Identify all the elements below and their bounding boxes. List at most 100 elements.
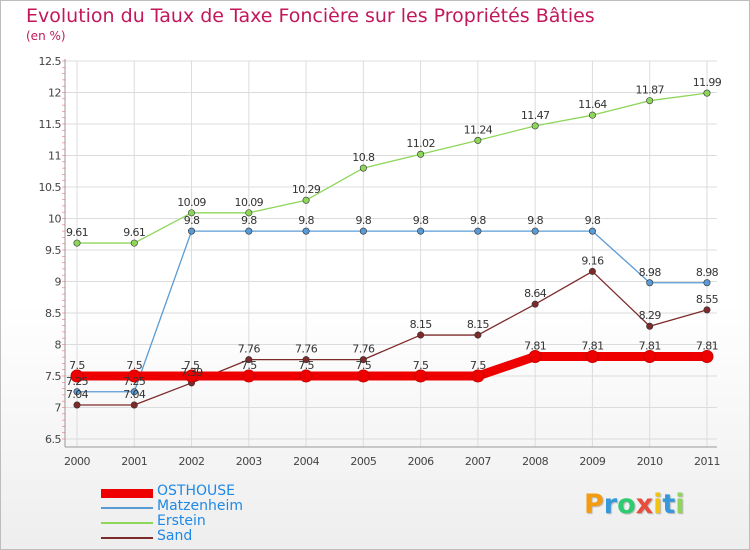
legend-item-erstein: Erstein [101,513,301,530]
logo-letter: i [653,489,663,520]
legend-label-sand: Sand [157,528,193,544]
data-label-erstein: 11.02 [406,137,435,150]
data-point-sand [302,356,310,364]
data-label-osthouse: 7.81 [524,339,546,352]
y-tick-label: 7 [55,402,62,415]
data-label-matzenheim: 9.8 [527,214,543,227]
logo-letter: o [617,489,636,520]
data-point-matzenheim [703,279,711,287]
x-tick-label: 2009 [579,455,605,468]
data-label-matzenheim: 9.8 [355,214,371,227]
data-point-matzenheim [302,227,310,235]
data-point-osthouse [414,369,428,383]
data-label-matzenheim: 9.8 [241,214,257,227]
data-point-osthouse [356,369,370,383]
data-point-matzenheim [474,227,482,235]
legend-item-osthouse: OSTHOUSE [101,483,301,500]
data-point-matzenheim [531,227,539,235]
legend-swatch-osthouse [101,488,153,498]
data-point-osthouse [127,369,141,383]
data-point-osthouse [700,349,714,363]
data-label-osthouse: 7.81 [581,339,603,352]
data-point-erstein [188,209,196,217]
chart-title: Evolution du Taux de Taxe Foncière sur l… [26,5,595,27]
data-label-sand: 8.64 [524,287,547,300]
data-point-sand [130,401,138,409]
y-tick-label: 10.5 [39,181,62,194]
data-label-erstein: 10.29 [292,183,321,196]
y-tick-label: 7.5 [45,370,61,383]
data-label-erstein: 9.61 [66,226,88,239]
data-point-osthouse [643,349,657,363]
x-tick-label: 2008 [522,455,548,468]
legend-swatch-erstein [101,522,153,524]
data-point-matzenheim [73,388,81,396]
y-tick-label: 12.5 [39,55,62,68]
data-point-erstein [245,209,253,217]
data-label-matzenheim: 9.8 [585,214,601,227]
data-label-sand: 7.39 [180,366,203,379]
data-label-erstein: 10.09 [235,196,264,209]
data-label-matzenheim: 7.25 [123,375,146,388]
data-label-erstein: 9.61 [123,226,145,239]
data-point-osthouse [585,349,599,363]
data-point-matzenheim [646,279,654,287]
data-point-matzenheim [588,227,596,235]
data-label-sand: 8.29 [639,309,662,322]
logo-letter: i [675,489,685,520]
data-label-erstein: 11.99 [693,76,722,89]
data-point-osthouse [471,369,485,383]
data-point-matzenheim [188,227,196,235]
data-point-osthouse [70,369,84,383]
logo-letter: x [635,489,654,520]
x-tick-label: 2005 [350,455,376,468]
data-label-osthouse: 7.5 [69,359,85,372]
legend: OSTHOUSE Matzenheim Erstein Sand [101,483,301,545]
y-tick-label: 11 [48,150,61,163]
data-label-sand: 7.76 [238,343,261,356]
data-point-erstein [588,111,596,119]
data-point-sand [417,331,425,339]
data-point-erstein [417,150,425,158]
data-point-matzenheim [245,227,253,235]
data-point-osthouse [299,369,313,383]
x-tick-label: 2000 [64,455,90,468]
data-label-sand: 7.76 [352,343,375,356]
data-label-sand: 8.55 [696,293,719,306]
legend-label-erstein: Erstein [157,513,206,529]
data-point-matzenheim [359,227,367,235]
legend-label-osthouse: OSTHOUSE [157,483,235,499]
series-line-osthouse [72,351,712,381]
data-label-matzenheim: 9.8 [413,214,429,227]
logo-letter: t [662,489,676,520]
data-point-sand [531,300,539,308]
data-label-erstein: 10.09 [177,196,206,209]
data-point-osthouse [528,349,542,363]
data-point-erstein [359,164,367,172]
proxiti-logo: Proxiti [584,489,685,520]
data-label-osthouse: 7.81 [696,339,718,352]
data-point-sand [588,267,596,275]
data-point-matzenheim [417,227,425,235]
data-point-osthouse [242,369,256,383]
data-label-matzenheim: 8.98 [696,266,719,279]
data-point-sand [646,322,654,330]
data-point-osthouse [185,369,199,383]
data-point-sand [73,401,81,409]
data-label-osthouse: 7.81 [639,339,661,352]
data-point-erstein [130,239,138,247]
data-label-osthouse: 7.5 [126,359,142,372]
data-point-erstein [531,122,539,130]
x-tick-label: 2004 [293,455,319,468]
legend-label-matzenheim: Matzenheim [157,498,243,514]
data-point-erstein [646,97,654,105]
legend-swatch-matzenheim [101,507,153,509]
data-label-matzenheim: 9.8 [184,214,200,227]
data-label-matzenheim: 9.8 [470,214,486,227]
data-point-erstein [703,89,711,97]
data-point-erstein [302,196,310,204]
logo-letter: P [584,489,604,520]
data-label-matzenheim: 9.8 [298,214,314,227]
data-label-sand: 7.76 [295,343,318,356]
